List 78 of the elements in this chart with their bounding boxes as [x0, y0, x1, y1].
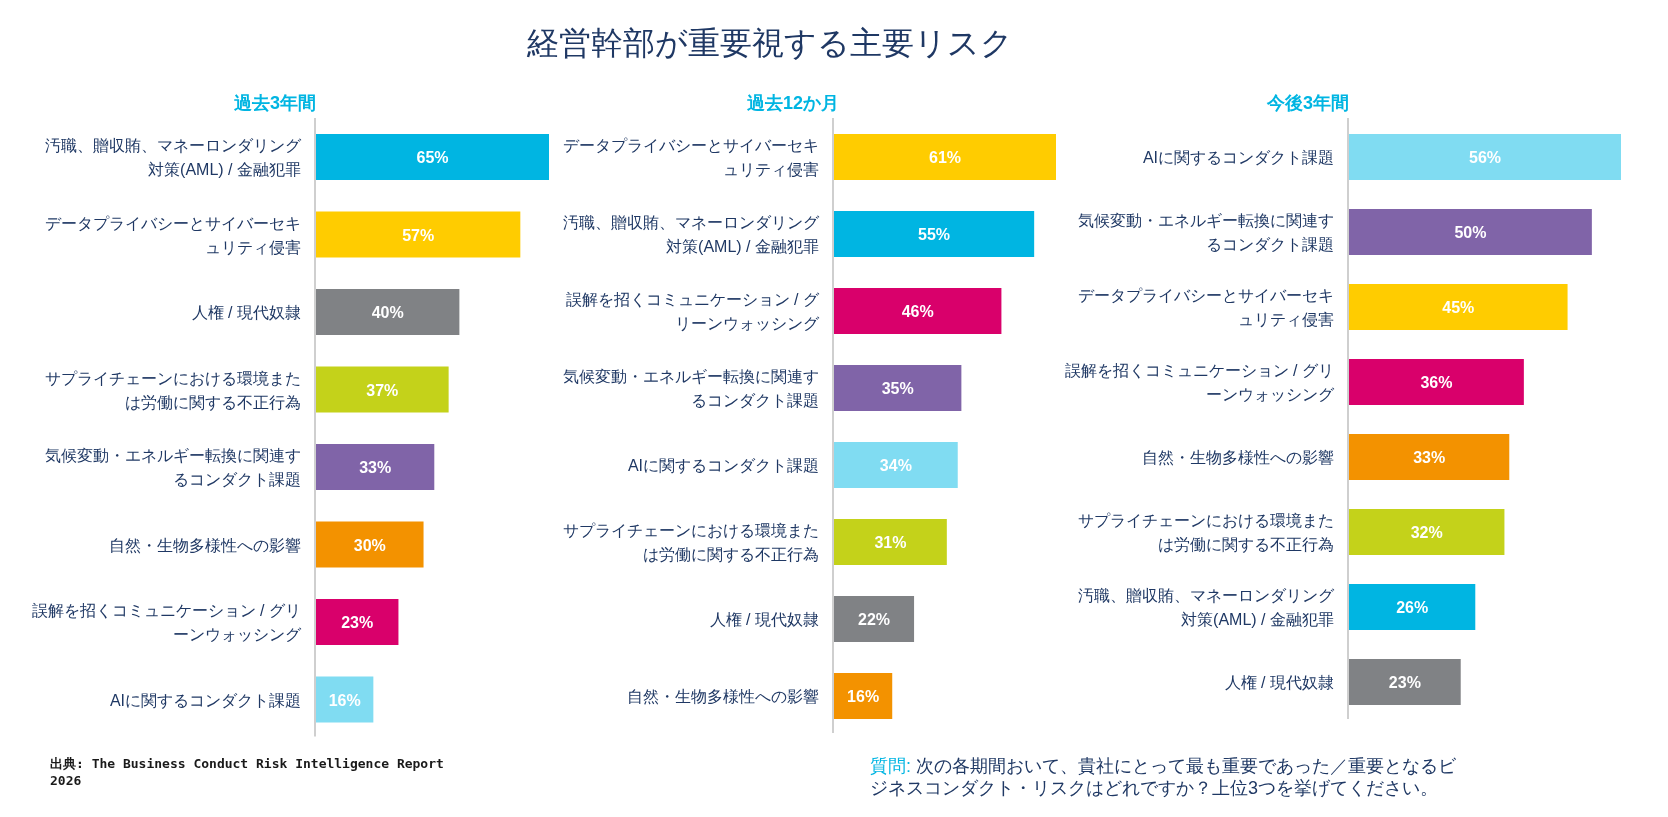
y-tick-label: サプライチェーンにおける環境または労働に関する不正行為: [1078, 512, 1334, 553]
y-tick-label: サプライチェーンにおける環境または労働に関する不正行為: [45, 369, 301, 411]
y-tick-label: 人権 / 現代奴隷: [709, 611, 819, 628]
y-tick-label: 誤解を招くコミュニケーション / グリーンウォッシング: [565, 291, 820, 332]
data-label: 45%: [1442, 299, 1475, 316]
bar: [316, 676, 374, 723]
bar: [316, 366, 449, 413]
data-label: 50%: [1454, 224, 1487, 241]
bar: [1349, 659, 1461, 705]
data-label: 22%: [858, 611, 891, 628]
data-label: 37%: [366, 381, 399, 399]
y-tick-label: 汚職、贈収賄、マネーロンダリング対策(AML) / 金融犯罪: [563, 214, 820, 255]
bar: [316, 289, 460, 335]
y-tick-label: 人権 / 現代奴隷: [191, 304, 301, 321]
bar: [316, 599, 399, 645]
bar: [1349, 509, 1505, 555]
bar: [316, 444, 435, 490]
data-label: 57%: [402, 226, 435, 244]
data-label: 26%: [1396, 599, 1429, 616]
bar: [316, 521, 424, 568]
chart-title: 今後3年間: [1265, 93, 1350, 113]
y-tick-label: 自然・生物多様性への影響: [1142, 449, 1334, 466]
bar: [834, 211, 1035, 257]
data-label: 61%: [928, 149, 962, 166]
y-tick-label: 誤解を招くコミュニケーション / グリーンウォッシング: [1064, 362, 1335, 403]
text: 質問: 次の各期間おいて、貴社にとって最も重要であった／重要となるビジネスコンダクト・リスクはどれですか？上位3つを挙げてください。: [870, 756, 1458, 798]
data-label: 56%: [1468, 149, 1502, 166]
chart-title: 過去12か月: [745, 93, 840, 113]
bar: [316, 134, 549, 180]
data-label: 46%: [901, 303, 934, 320]
y-tick-label: 自然・生物多様性への影響: [109, 536, 301, 554]
bar: [834, 442, 958, 488]
data-label: 23%: [1388, 674, 1421, 691]
y-tick-label: AIに関するコンダクト課題: [627, 457, 819, 474]
y-tick-label: 汚職、贈収賄、マネーロンダリング対策(AML) / 金融犯罪: [1078, 587, 1335, 628]
data-label: 35%: [881, 380, 914, 397]
bar: [1349, 434, 1510, 480]
y-tick-label: データプライバシーとサイバーセキュリティ侵害: [1078, 287, 1334, 328]
bar: [1349, 284, 1568, 330]
data-label: 33%: [359, 459, 392, 476]
y-tick-label: サプライチェーンにおける環境または労働に関する不正行為: [563, 522, 819, 563]
bar: [316, 211, 521, 258]
y-tick-label: 誤解を招くコミュニケーション / グリーンウォッシング: [31, 602, 302, 643]
data-label: 23%: [341, 614, 374, 631]
data-label: 30%: [353, 536, 386, 554]
data-label: 16%: [847, 688, 880, 705]
bar: [1349, 134, 1621, 180]
chart-title: 過去3年間: [232, 93, 317, 113]
data-label: 55%: [918, 226, 951, 243]
data-label: 34%: [879, 457, 912, 474]
y-tick-label: 気候変動・エネルギー転換に関連するコンダクト課題: [45, 447, 301, 488]
y-tick-label: AIに関するコンダクト課題: [1142, 149, 1334, 166]
data-label: 65%: [416, 149, 449, 166]
text: 経営幹部が重要視する主要リスク: [526, 25, 1013, 61]
bar: [1349, 209, 1592, 255]
bar: [834, 596, 915, 642]
y-tick-label: 気候変動・エネルギー転換に関連するコンダクト課題: [563, 368, 819, 409]
bar: [834, 134, 1056, 180]
data-label: 40%: [371, 304, 404, 321]
data-label: 33%: [1413, 449, 1446, 466]
bar: [834, 673, 893, 719]
y-tick-label: データプライバシーとサイバーセキュリティ侵害: [45, 214, 301, 256]
y-tick-label: 自然・生物多様性への影響: [627, 688, 819, 705]
bar: [1349, 584, 1476, 630]
bar: [834, 288, 1002, 334]
source-note: 出典: The Business Conduct Risk Intelligence Report 2026: [50, 756, 444, 788]
data-label: 16%: [328, 691, 361, 709]
y-tick-label: 人権 / 現代奴隷: [1224, 674, 1334, 691]
bar: [834, 519, 947, 565]
data-label: 32%: [1410, 524, 1443, 541]
y-tick-label: AIに関するコンダクト課題: [109, 691, 301, 709]
y-tick-label: データプライバシーとサイバーセキュリティ侵害: [563, 137, 819, 178]
data-label: 36%: [1420, 374, 1453, 391]
y-tick-label: 気候変動・エネルギー転換に関連するコンダクト課題: [1078, 212, 1334, 253]
y-tick-label: 汚職、贈収賄、マネーロンダリング対策(AML) / 金融犯罪: [45, 137, 302, 178]
data-label: 31%: [874, 534, 907, 551]
bar: [834, 365, 962, 411]
bar: [1349, 359, 1524, 405]
